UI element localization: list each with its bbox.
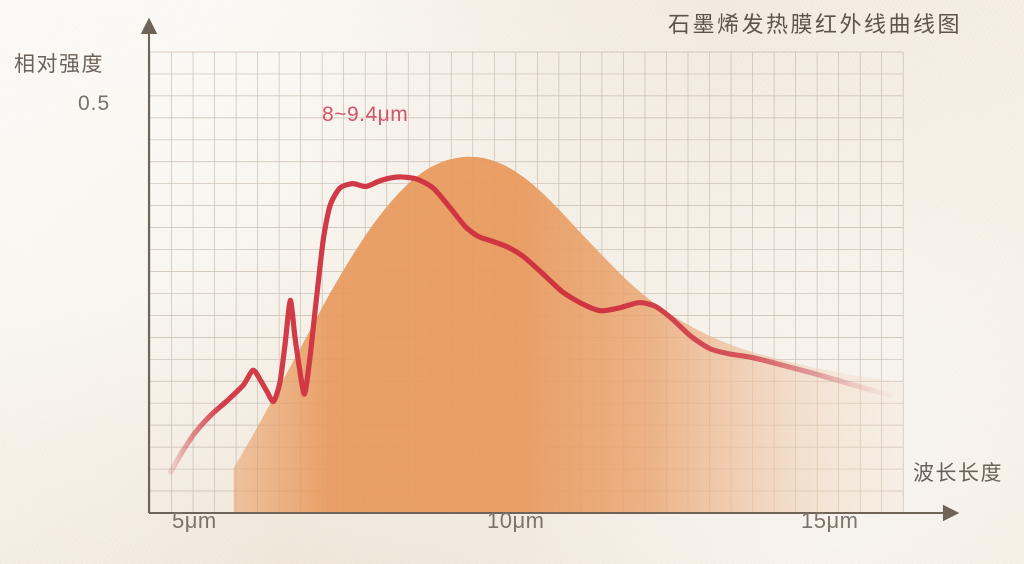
blackbody-envelope-area xyxy=(233,156,903,513)
arrow-up-icon xyxy=(140,17,158,35)
x-axis-title: 波长长度 xyxy=(913,462,1003,485)
x-axis-tick-label-15um: 15μm xyxy=(801,508,859,533)
chart-axes xyxy=(140,17,960,522)
y-axis-tick-label: 0.5 xyxy=(78,92,111,115)
page-title: 石墨烯发热膜红外线曲线图 xyxy=(667,12,962,37)
arrow-right-icon xyxy=(942,504,960,522)
x-axis-tick-label-5um: 5μm xyxy=(172,508,217,533)
x-axis-tick-label-10um: 10μm xyxy=(487,508,545,533)
y-axis-title: 相对强度 xyxy=(14,53,104,76)
peak-band-annotation: 8~9.4μm xyxy=(322,103,409,126)
graphene-infrared-curve xyxy=(167,174,893,475)
